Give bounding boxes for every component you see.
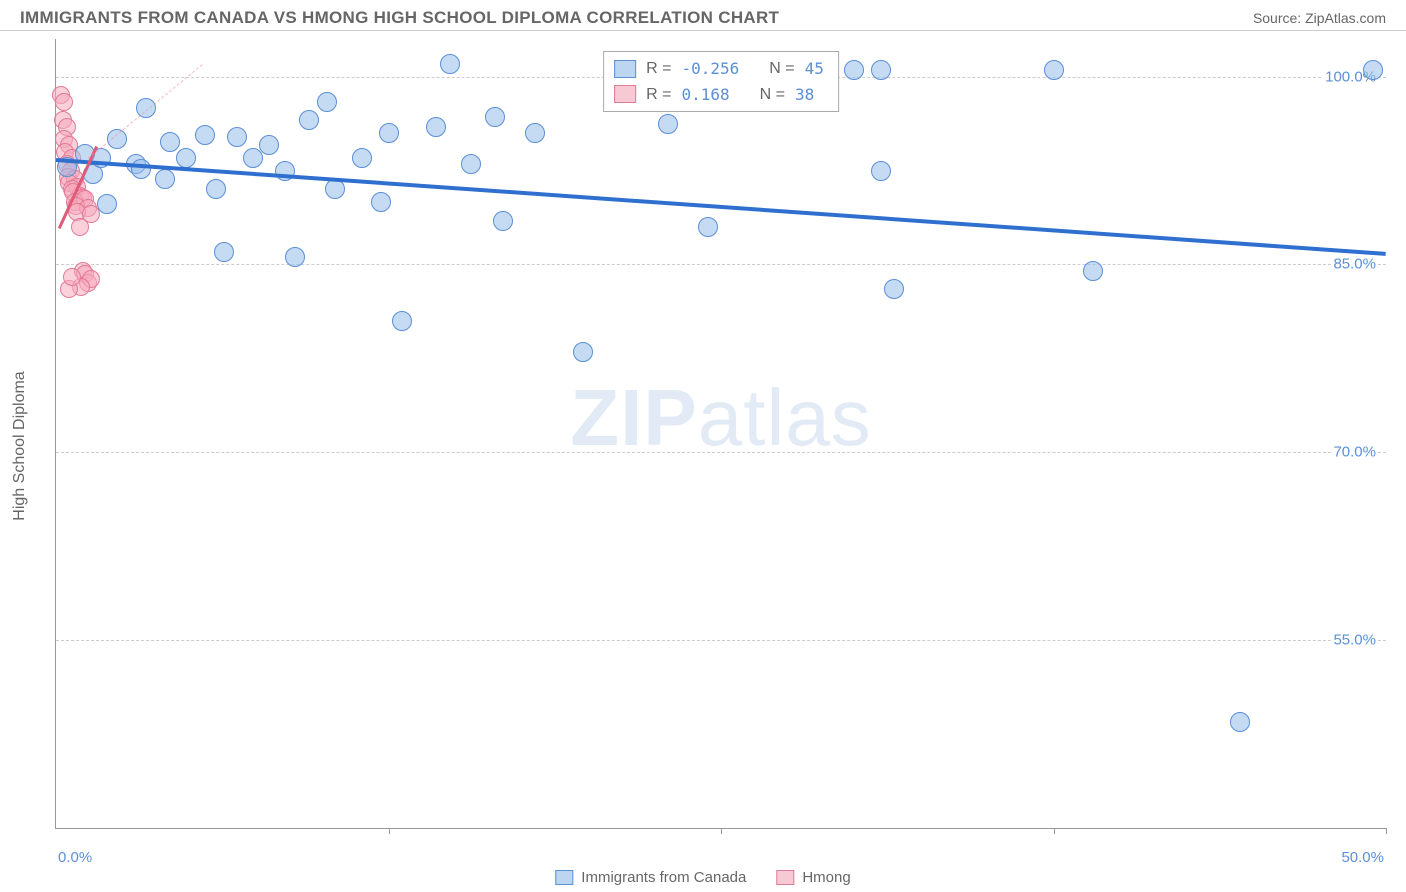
blue-point <box>1230 712 1250 732</box>
blue-point <box>844 60 864 80</box>
legend-swatch <box>614 85 636 103</box>
legend-r-label: R = <box>646 82 671 108</box>
y-tick-label: 85.0% <box>1331 256 1378 273</box>
blue-point <box>285 247 305 267</box>
blue-point <box>392 311 412 331</box>
blue-point <box>493 211 513 231</box>
series-label: Immigrants from Canada <box>581 869 746 886</box>
blue-point <box>317 92 337 112</box>
blue-point <box>1044 60 1064 80</box>
blue-point <box>206 179 226 199</box>
y-axis-label: High School Diploma <box>11 371 29 520</box>
pink-point <box>55 93 73 111</box>
series-legend-item: Hmong <box>776 869 850 886</box>
blue-point <box>1363 60 1383 80</box>
legend-swatch <box>614 60 636 78</box>
x-tick-mark <box>721 828 722 834</box>
x-tick-min: 0.0% <box>58 849 92 866</box>
blue-point <box>195 125 215 145</box>
x-tick-mark <box>389 828 390 834</box>
blue-point <box>379 123 399 143</box>
trend-extension <box>88 64 203 159</box>
legend-n-label: N = <box>769 56 794 82</box>
series-label: Hmong <box>802 869 850 886</box>
pink-point <box>71 218 89 236</box>
blue-point <box>426 117 446 137</box>
blue-point <box>658 114 678 134</box>
correlation-legend: R =-0.256N =45R = 0.168N =38 <box>603 51 839 112</box>
blue-point <box>698 217 718 237</box>
legend-n-value: 38 <box>795 82 814 108</box>
watermark: ZIPatlas <box>570 372 871 464</box>
legend-swatch <box>776 870 794 885</box>
blue-point <box>871 60 891 80</box>
blue-point <box>461 154 481 174</box>
chart-title: IMMIGRANTS FROM CANADA VS HMONG HIGH SCH… <box>20 8 779 28</box>
blue-point <box>371 192 391 212</box>
blue-point <box>525 123 545 143</box>
blue-point <box>573 342 593 362</box>
trend-line <box>56 158 1386 255</box>
gridline <box>56 264 1386 265</box>
legend-r-label: R = <box>646 56 671 82</box>
blue-point <box>131 159 151 179</box>
legend-row: R = 0.168 N = 38 <box>614 82 824 108</box>
legend-row: R = -0.256 N = 45 <box>614 56 824 82</box>
blue-point <box>1083 261 1103 281</box>
blue-point <box>299 110 319 130</box>
legend-r-value: 0.168 <box>681 82 729 108</box>
legend-n-label: N = <box>760 82 785 108</box>
pink-point <box>63 268 81 286</box>
series-legend: Immigrants from Canada Hmong <box>555 869 850 886</box>
blue-point <box>325 179 345 199</box>
source-attribution: Source: ZipAtlas.com <box>1253 10 1386 26</box>
blue-point <box>884 279 904 299</box>
y-tick-label: 55.0% <box>1331 632 1378 649</box>
scatter-chart: ZIPatlas R =-0.256N =45R = 0.168N =38 55… <box>55 39 1386 829</box>
blue-point <box>871 161 891 181</box>
blue-point <box>440 54 460 74</box>
blue-point <box>259 135 279 155</box>
legend-n-value: 45 <box>805 56 824 82</box>
series-legend-item: Immigrants from Canada <box>555 869 746 886</box>
blue-point <box>160 132 180 152</box>
legend-swatch <box>555 870 573 885</box>
x-tick-max: 50.0% <box>1341 849 1384 866</box>
blue-point <box>352 148 372 168</box>
blue-point <box>97 194 117 214</box>
gridline <box>56 452 1386 453</box>
x-tick-mark <box>1386 828 1387 834</box>
blue-point <box>485 107 505 127</box>
blue-point <box>176 148 196 168</box>
blue-point <box>227 127 247 147</box>
gridline <box>56 640 1386 641</box>
x-tick-mark <box>1054 828 1055 834</box>
legend-r-value: -0.256 <box>681 56 739 82</box>
blue-point <box>155 169 175 189</box>
blue-point <box>214 242 234 262</box>
y-tick-label: 70.0% <box>1331 444 1378 461</box>
